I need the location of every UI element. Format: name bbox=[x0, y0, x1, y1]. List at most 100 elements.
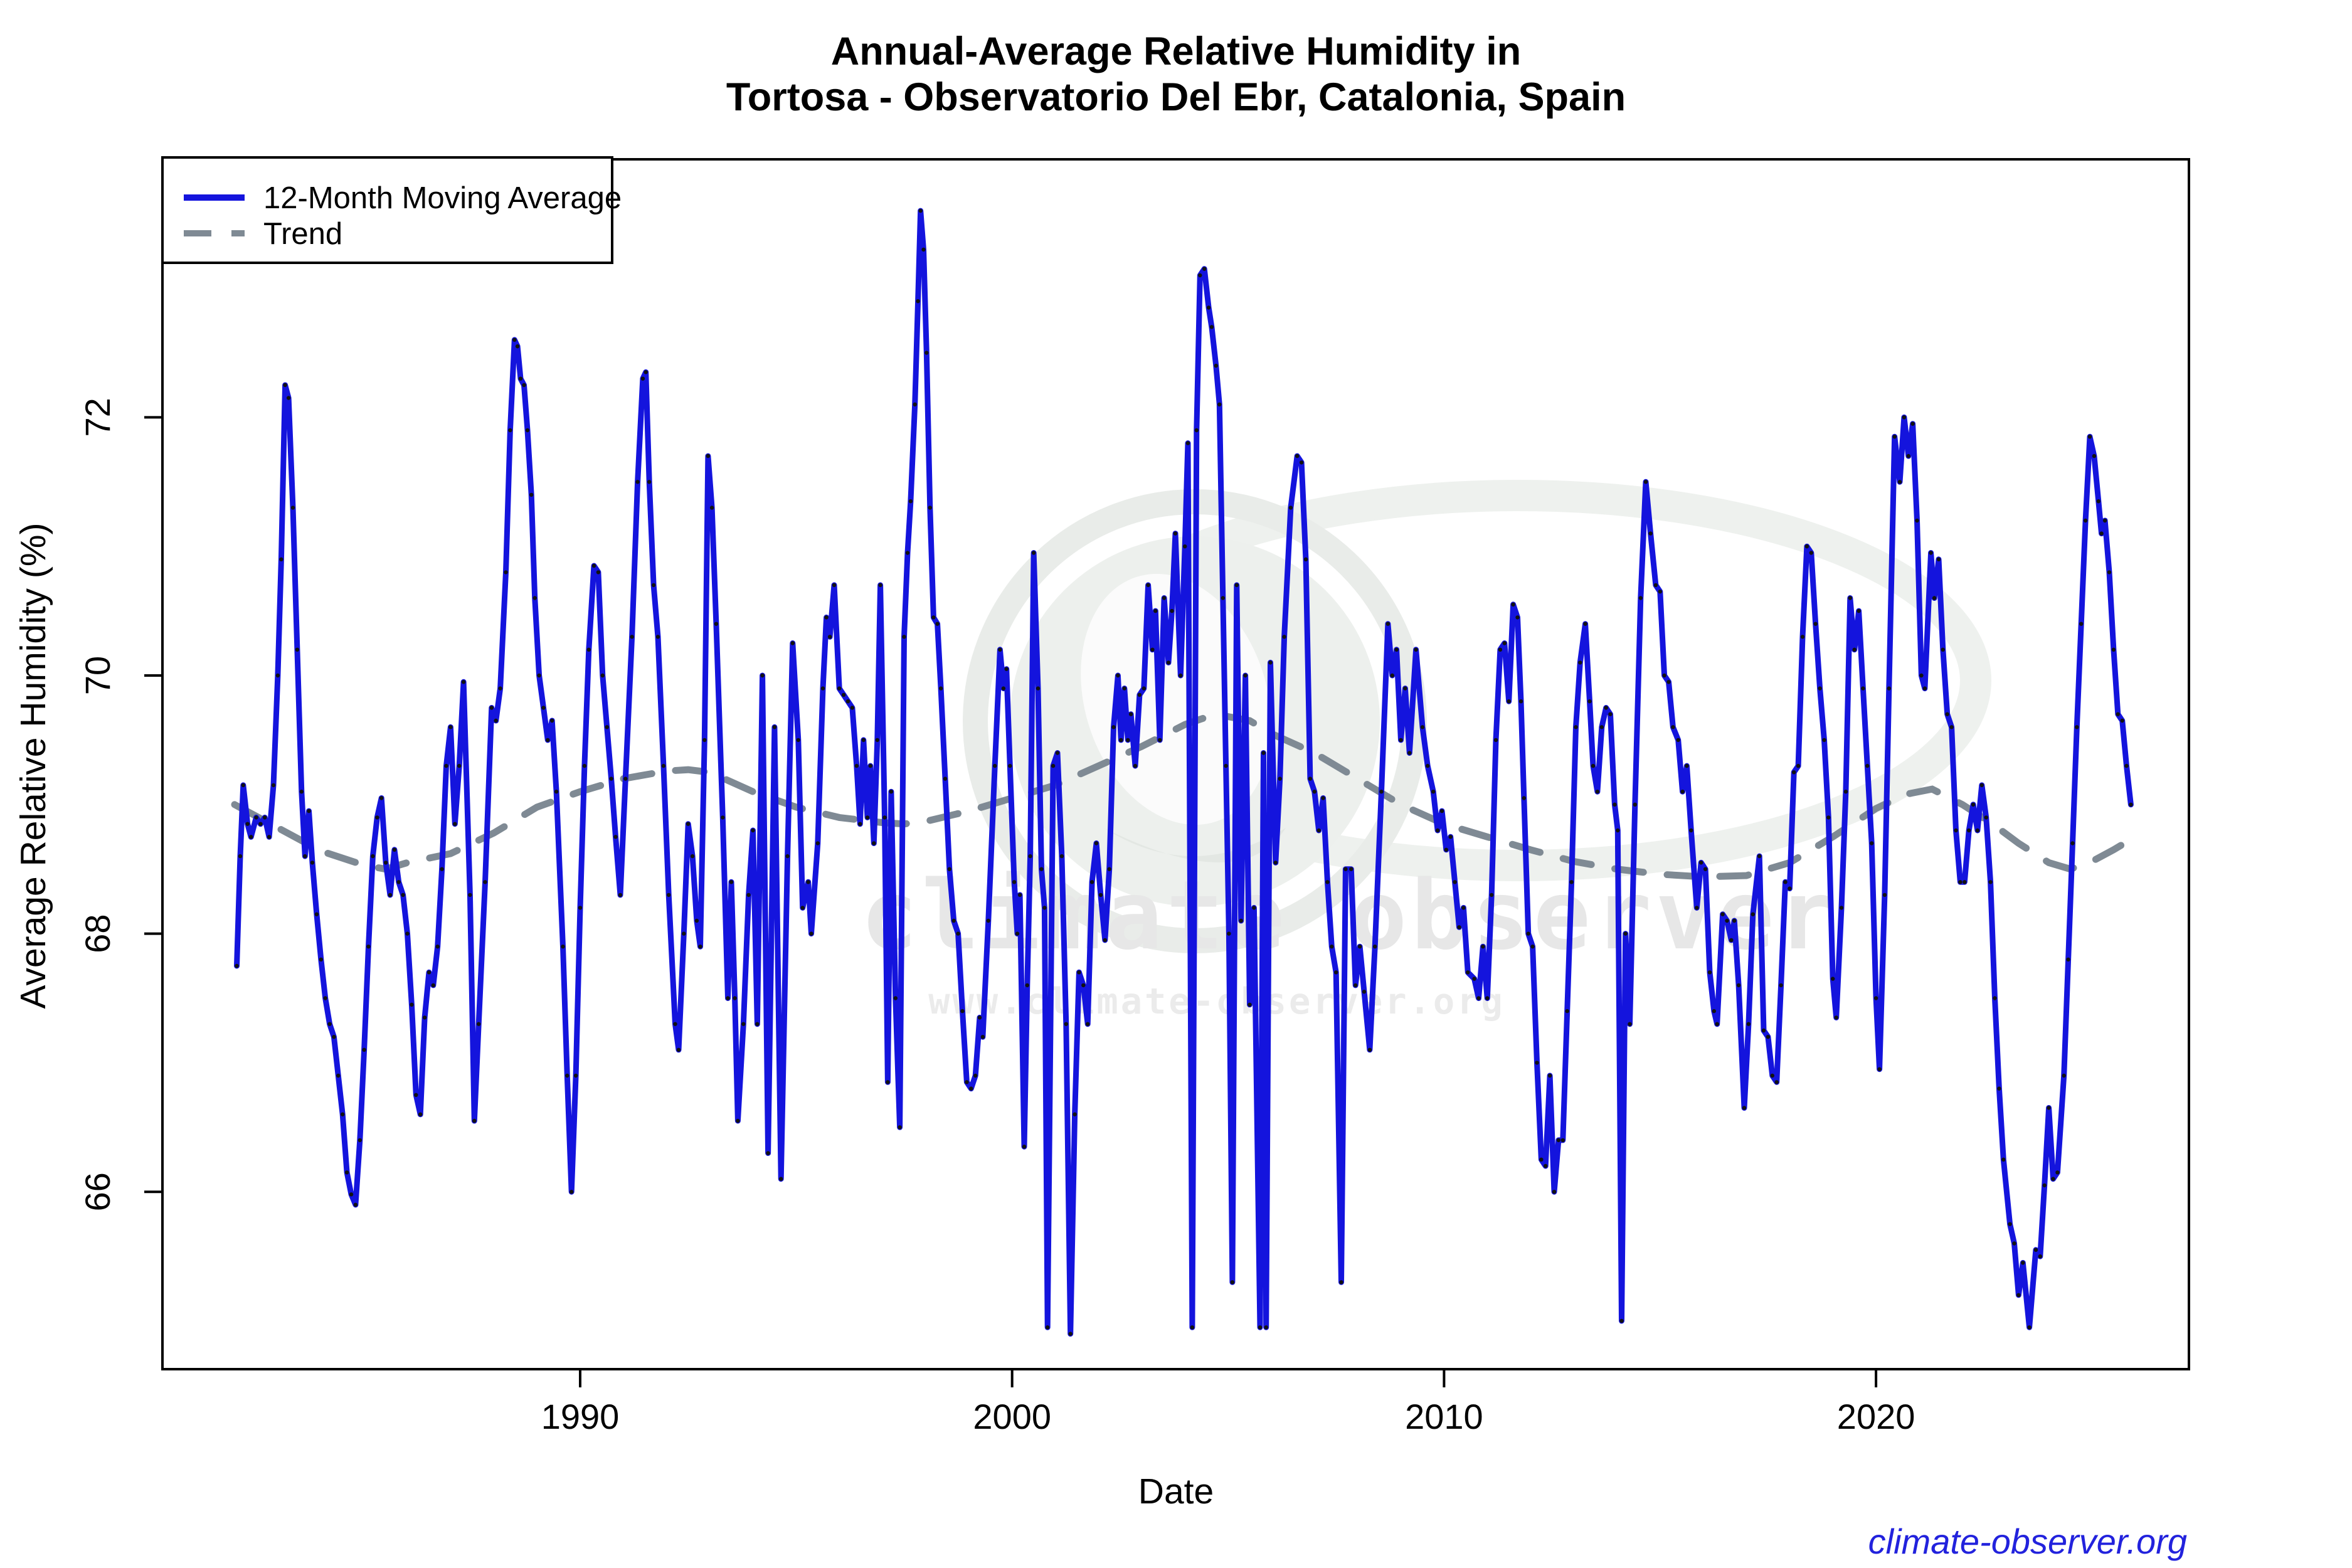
data-point bbox=[1485, 996, 1490, 1000]
data-point bbox=[1206, 305, 1211, 310]
data-point bbox=[682, 931, 686, 936]
data-point bbox=[396, 880, 401, 884]
data-point bbox=[902, 635, 906, 639]
data-point bbox=[1198, 273, 1202, 278]
data-point bbox=[1993, 996, 1997, 1000]
data-point bbox=[283, 383, 287, 388]
data-point bbox=[1481, 945, 1485, 949]
data-point bbox=[806, 880, 810, 884]
data-point bbox=[366, 945, 371, 949]
data-point bbox=[1128, 712, 1133, 716]
data-point bbox=[1971, 802, 1976, 807]
data-point bbox=[1535, 1061, 1539, 1065]
data-point bbox=[875, 738, 880, 743]
data-point bbox=[1526, 931, 1530, 936]
data-point bbox=[2033, 1248, 2038, 1253]
data-point bbox=[1303, 557, 1308, 561]
data-point bbox=[714, 622, 719, 626]
data-point bbox=[1217, 402, 1222, 406]
data-point bbox=[2075, 725, 2079, 729]
data-point bbox=[299, 790, 304, 794]
data-point bbox=[1179, 673, 1183, 678]
data-point bbox=[973, 1073, 978, 1078]
data-point bbox=[1695, 906, 1699, 910]
data-point bbox=[1261, 751, 1266, 755]
data-point bbox=[1963, 880, 1967, 884]
data-point bbox=[1166, 660, 1171, 665]
data-point bbox=[827, 635, 832, 639]
data-point bbox=[1036, 686, 1041, 691]
data-point bbox=[448, 725, 453, 729]
data-point bbox=[986, 918, 991, 923]
data-point bbox=[461, 680, 466, 684]
data-point bbox=[969, 1086, 973, 1091]
data-point bbox=[1619, 1318, 1624, 1323]
data-point bbox=[1431, 790, 1436, 794]
data-point bbox=[647, 480, 652, 484]
data-point bbox=[1518, 699, 1523, 704]
data-point bbox=[353, 1202, 358, 1207]
data-point bbox=[790, 641, 795, 645]
footer-site-link[interactable]: climate-observer.org bbox=[1868, 1522, 2187, 1561]
data-point bbox=[1796, 763, 1801, 768]
data-point bbox=[630, 635, 634, 639]
data-point bbox=[1394, 647, 1399, 652]
data-point bbox=[706, 453, 711, 458]
data-point bbox=[1608, 712, 1613, 716]
data-point bbox=[861, 738, 866, 743]
data-point bbox=[1732, 918, 1737, 923]
data-point bbox=[2021, 1261, 2025, 1265]
data-point bbox=[1490, 893, 1494, 898]
data-point bbox=[1420, 725, 1425, 729]
data-point bbox=[1715, 1022, 1719, 1026]
data-point bbox=[1556, 1138, 1561, 1143]
data-point bbox=[1699, 861, 1703, 865]
data-point bbox=[751, 828, 755, 833]
data-point bbox=[362, 1047, 366, 1052]
data-point bbox=[2051, 1177, 2055, 1181]
data-point bbox=[263, 815, 267, 820]
data-point bbox=[1073, 1112, 1077, 1116]
data-point bbox=[241, 783, 245, 788]
data-point bbox=[1107, 867, 1111, 871]
data-point bbox=[1288, 506, 1293, 510]
data-point bbox=[1133, 763, 1138, 768]
data-point bbox=[422, 1015, 427, 1020]
data-point bbox=[1599, 725, 1604, 729]
data-point bbox=[1502, 641, 1507, 645]
data-point bbox=[1243, 673, 1248, 678]
data-point bbox=[1892, 435, 1897, 439]
data-point bbox=[755, 1022, 760, 1026]
data-point bbox=[435, 945, 440, 949]
data-point bbox=[1111, 725, 1116, 729]
data-point bbox=[1922, 686, 1927, 691]
data-point bbox=[332, 1035, 336, 1039]
data-point bbox=[893, 996, 898, 1000]
data-point bbox=[1857, 608, 1861, 613]
data-point bbox=[931, 615, 936, 620]
data-point bbox=[1064, 1022, 1069, 1026]
data-point bbox=[512, 337, 517, 342]
data-point bbox=[1146, 583, 1150, 588]
data-point bbox=[1662, 673, 1666, 678]
data-point bbox=[1552, 1190, 1557, 1194]
data-point bbox=[772, 725, 777, 729]
data-point bbox=[1008, 763, 1012, 768]
data-point bbox=[504, 570, 508, 575]
data-point bbox=[1736, 983, 1741, 988]
data-point bbox=[238, 854, 243, 859]
data-point bbox=[872, 841, 876, 845]
data-point bbox=[1746, 1022, 1751, 1026]
data-point bbox=[290, 506, 295, 510]
data-point bbox=[410, 1002, 414, 1007]
data-point bbox=[569, 1190, 574, 1194]
data-point bbox=[383, 861, 388, 865]
data-point bbox=[1031, 551, 1036, 555]
data-point bbox=[1153, 608, 1158, 613]
data-point bbox=[1209, 325, 1214, 329]
data-point bbox=[401, 893, 405, 898]
data-point bbox=[468, 893, 472, 898]
data-point bbox=[998, 647, 1002, 652]
x-tick-label: 1990 bbox=[541, 1397, 620, 1436]
